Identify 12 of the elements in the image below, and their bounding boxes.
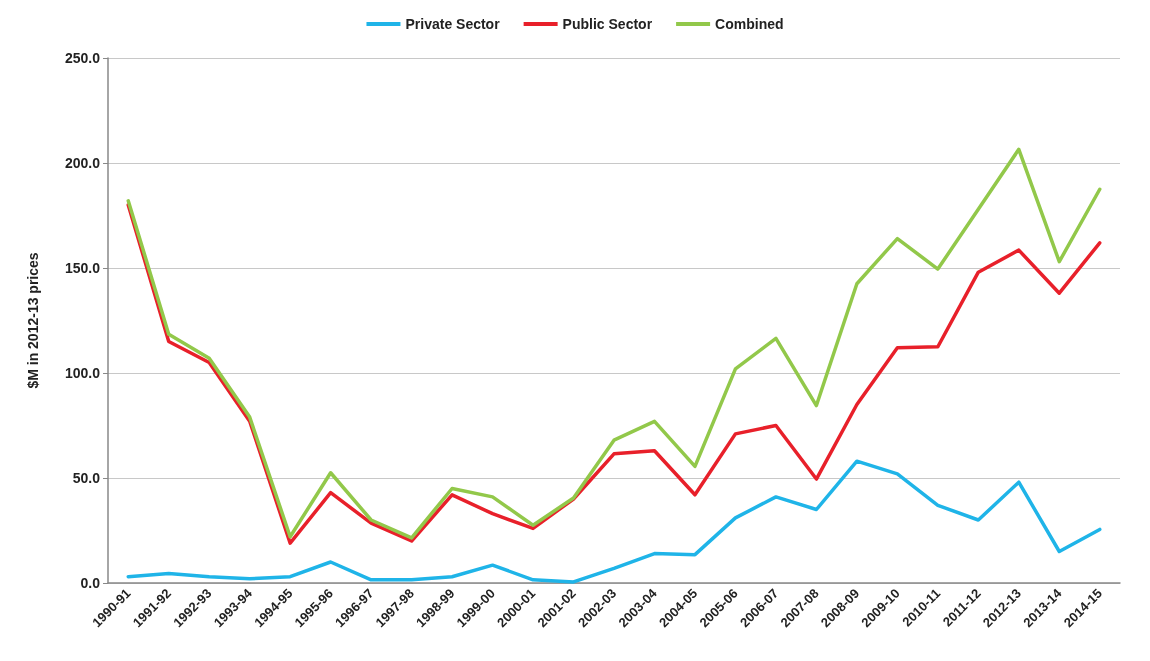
legend-label: Public Sector (562, 16, 653, 32)
y-axis-title: $M in 2012-13 prices (25, 252, 41, 389)
y-tick-label: 100.0 (64, 365, 101, 381)
y-tick-label: 0.0 (80, 575, 101, 591)
legend-label: Private Sector (405, 16, 501, 32)
y-tick-label: 250.0 (64, 50, 101, 66)
line-series (126, 459, 1102, 584)
y-tick-label: 150.0 (64, 260, 101, 276)
y-tick-label: 50.0 (72, 470, 101, 486)
line-series (126, 147, 1102, 540)
y-tick-label: 200.0 (64, 155, 101, 171)
legend-label: Combined (715, 16, 784, 32)
